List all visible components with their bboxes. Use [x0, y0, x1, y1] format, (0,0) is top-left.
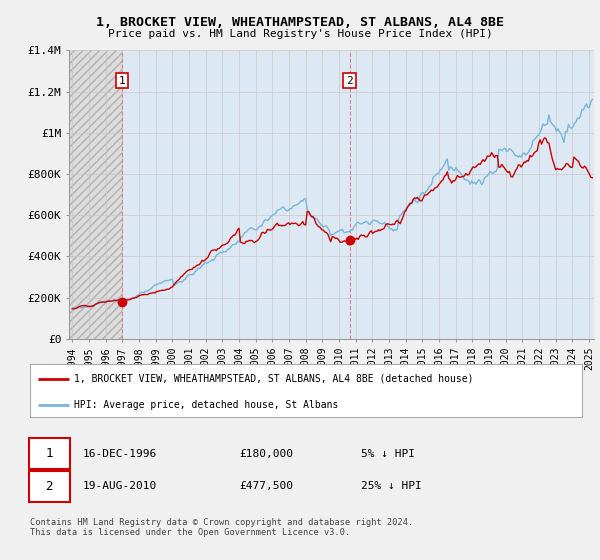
Text: 1, BROCKET VIEW, WHEATHAMPSTEAD, ST ALBANS, AL4 8BE (detached house): 1, BROCKET VIEW, WHEATHAMPSTEAD, ST ALBA…	[74, 374, 473, 384]
Text: 2: 2	[46, 479, 53, 493]
Text: 16-DEC-1996: 16-DEC-1996	[82, 449, 157, 459]
FancyBboxPatch shape	[29, 438, 70, 469]
Text: £477,500: £477,500	[240, 481, 294, 491]
Text: 1: 1	[118, 76, 125, 86]
Text: Contains HM Land Registry data © Crown copyright and database right 2024.
This d: Contains HM Land Registry data © Crown c…	[30, 518, 413, 538]
Text: Price paid vs. HM Land Registry's House Price Index (HPI): Price paid vs. HM Land Registry's House …	[107, 29, 493, 39]
Text: 1, BROCKET VIEW, WHEATHAMPSTEAD, ST ALBANS, AL4 8BE: 1, BROCKET VIEW, WHEATHAMPSTEAD, ST ALBA…	[96, 16, 504, 29]
Text: 5% ↓ HPI: 5% ↓ HPI	[361, 449, 415, 459]
Text: HPI: Average price, detached house, St Albans: HPI: Average price, detached house, St A…	[74, 400, 338, 410]
Text: 19-AUG-2010: 19-AUG-2010	[82, 481, 157, 491]
FancyBboxPatch shape	[29, 471, 70, 502]
Text: £180,000: £180,000	[240, 449, 294, 459]
Text: 1: 1	[46, 447, 53, 460]
Text: 2: 2	[346, 76, 353, 86]
Text: 25% ↓ HPI: 25% ↓ HPI	[361, 481, 422, 491]
